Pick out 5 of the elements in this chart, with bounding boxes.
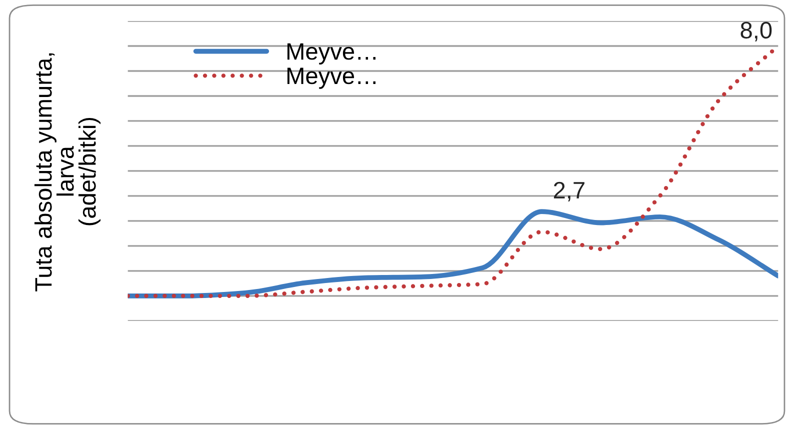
legend-label: Meyve… xyxy=(287,68,376,89)
y-axis-title: Tuta absoluta yumurta, larva (adet/bitki) xyxy=(34,53,100,292)
data-label: 2,7 xyxy=(554,182,584,202)
data-label: 8,0 xyxy=(740,22,772,42)
legend-label: Meyve… xyxy=(287,43,376,64)
